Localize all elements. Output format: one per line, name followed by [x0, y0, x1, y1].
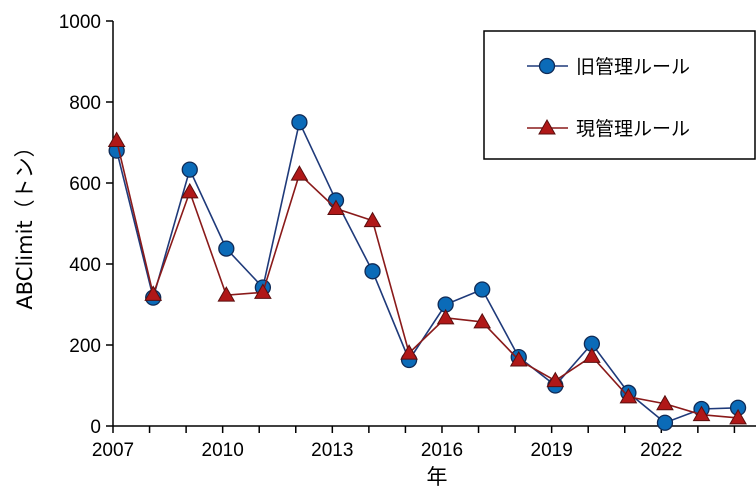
plot-area: [112, 21, 756, 427]
data-point: [729, 408, 747, 425]
data-point: [400, 344, 418, 360]
x-axis-title: 年: [427, 465, 448, 489]
data-point: [218, 240, 235, 257]
y-axis: 0 200 400 600 800 1000: [59, 12, 113, 438]
series-1: [108, 114, 747, 431]
y-tick-label: 800: [69, 93, 101, 114]
data-point: [582, 347, 601, 363]
y-tick-label: 600: [69, 174, 101, 195]
data-point: [538, 118, 556, 135]
data-point: [363, 211, 382, 228]
data-point: [144, 285, 163, 301]
data-point: [436, 308, 455, 325]
data-point: [180, 182, 199, 199]
data-point: [538, 57, 556, 75]
data-point: [107, 131, 126, 147]
series-line: [115, 119, 739, 424]
data-point: [656, 394, 674, 411]
x-tick-label: 2010: [202, 440, 244, 461]
legend-box: [483, 30, 756, 160]
x-tick-label: 2013: [311, 440, 353, 461]
x-axis: 2007 2010 2013 2016 2019 2022: [92, 426, 736, 461]
data-point: [290, 165, 309, 181]
legend-label: 現管理ルール: [576, 118, 690, 140]
data-point: [692, 405, 711, 422]
x-tick-label: 2007: [92, 440, 134, 461]
data-point: [291, 114, 308, 131]
data-point: [474, 281, 491, 298]
x-tick-label: 2022: [640, 440, 682, 461]
y-tick-label: 400: [69, 255, 101, 276]
y-axis-title: ABClimit（トン）: [13, 136, 37, 309]
y-tick-label: 200: [69, 336, 101, 357]
data-point: [619, 387, 638, 404]
legend-label: 旧管理ルール: [576, 56, 690, 78]
data-point: [546, 371, 565, 388]
series-2: [107, 131, 747, 425]
series-layer: [107, 114, 747, 431]
x-tick-label: 2019: [531, 440, 573, 461]
data-point: [509, 350, 528, 367]
data-point: [181, 161, 198, 178]
data-point: [217, 286, 236, 302]
x-tick-label: 2016: [421, 440, 463, 461]
y-tick-label: 1000: [59, 12, 101, 33]
data-point: [364, 263, 381, 280]
data-point: [327, 199, 345, 216]
data-point: [656, 414, 674, 431]
data-point: [473, 312, 492, 329]
series-line: [115, 140, 739, 419]
data-point: [254, 283, 272, 299]
y-tick-label: 0: [90, 417, 101, 438]
